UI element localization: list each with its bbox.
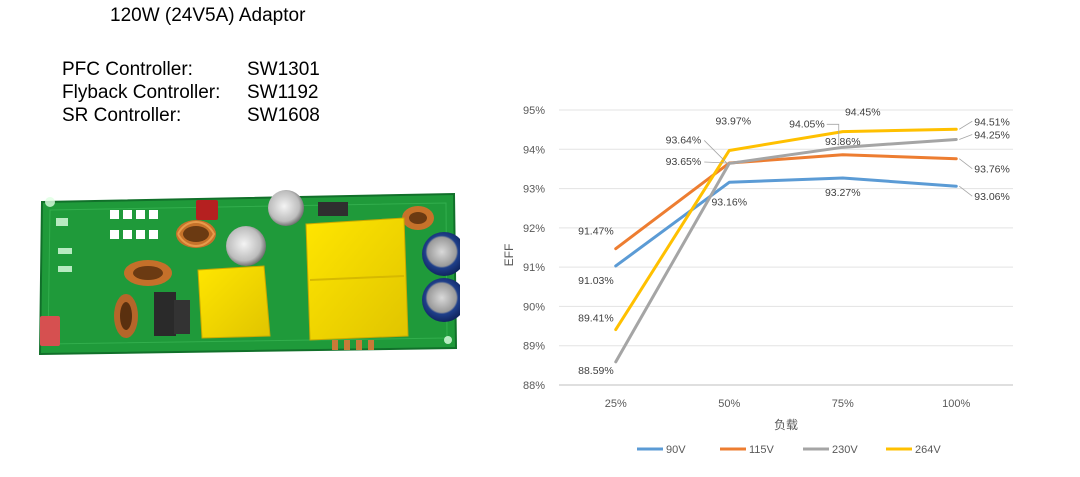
leader-line (959, 134, 973, 140)
controller-label: SR Controller: (62, 105, 182, 126)
x-tick-label: 100% (942, 398, 970, 410)
y-tick-label: 91% (523, 262, 545, 274)
y-tick-label: 92% (523, 223, 545, 235)
data-label: 91.47% (578, 226, 614, 238)
data-labels: 91.03% 93.16% 93.27% 93.06% 91.47% 93.65% 93.8… (578, 107, 1010, 377)
data-label: 93.64% (666, 134, 702, 146)
controller-list: PFC Controller: SW1301 Flyback Controlle… (62, 58, 320, 127)
y-tick-label: 95% (523, 105, 545, 117)
leader-line (704, 161, 728, 164)
series-lines (614, 127, 958, 364)
y-tick-label: 94% (523, 144, 545, 156)
grid-lines (559, 109, 1013, 386)
x-tick-label: 50% (718, 398, 740, 410)
leader-line (959, 120, 973, 130)
x-tick-label: 25% (605, 398, 627, 410)
x-tick-labels: 25% 50% 75% 100% (605, 398, 971, 410)
controller-label: PFC Controller: (62, 59, 193, 80)
data-label: 93.16% (711, 196, 747, 208)
controller-value: SW1301 (247, 59, 320, 80)
page-title: 120W (24V5A) Adaptor (110, 5, 306, 26)
leader-line (826, 123, 840, 146)
efficiency-chart: 88% 89% 90% 91% 92% 93% 94% 95% 25% 50% 75% 100% 9… (502, 105, 1013, 456)
leader-line (703, 140, 728, 164)
series-line-90v (614, 176, 958, 268)
controller-row-pfc: PFC Controller: SW1301 (62, 58, 320, 81)
y-axis-label: EFF (502, 244, 516, 267)
y-tick-label: 93% (523, 184, 545, 196)
data-label: 93.27% (825, 187, 861, 199)
data-label: 93.97% (715, 115, 751, 127)
legend: 90V 115V 230V 264V (637, 444, 941, 456)
data-label: 93.86% (825, 136, 861, 148)
leader-line (959, 158, 973, 170)
data-label: 91.03% (578, 275, 614, 287)
y-tick-label: 90% (523, 301, 545, 313)
controller-value: SW1608 (247, 105, 320, 126)
y-tick-label: 89% (523, 341, 545, 353)
legend-label: 90V (666, 444, 686, 456)
data-label: 89.41% (578, 313, 614, 325)
data-label: 94.45% (845, 107, 881, 119)
data-label: 94.05% (789, 118, 825, 130)
data-label: 93.65% (666, 156, 702, 168)
data-label: 88.59% (578, 365, 614, 377)
inductor-icon (176, 220, 216, 248)
y-tick-label: 88% (523, 380, 545, 392)
legend-label: 230V (832, 444, 858, 456)
pcb-board-image (38, 190, 460, 356)
legend-label: 115V (749, 444, 775, 456)
data-label: 93.06% (974, 191, 1010, 203)
series-line-230v (614, 137, 958, 364)
controller-row-sr: SR Controller: SW1608 (62, 104, 320, 127)
data-label: 93.76% (974, 164, 1010, 176)
controller-label: Flyback Controller: (62, 82, 221, 103)
x-tick-label: 75% (832, 398, 854, 410)
controller-row-flyback: Flyback Controller: SW1192 (62, 81, 320, 104)
data-label: 94.51% (974, 116, 1010, 128)
data-label: 94.25% (974, 129, 1010, 141)
series-line-264v (614, 127, 958, 332)
x-axis-label: 负载 (774, 418, 798, 432)
controller-value: SW1192 (247, 82, 319, 103)
leader-line (959, 185, 973, 197)
legend-label: 264V (915, 444, 941, 456)
series-line-115v (614, 153, 958, 251)
y-tick-labels: 88% 89% 90% 91% 92% 93% 94% 95% (523, 105, 545, 392)
